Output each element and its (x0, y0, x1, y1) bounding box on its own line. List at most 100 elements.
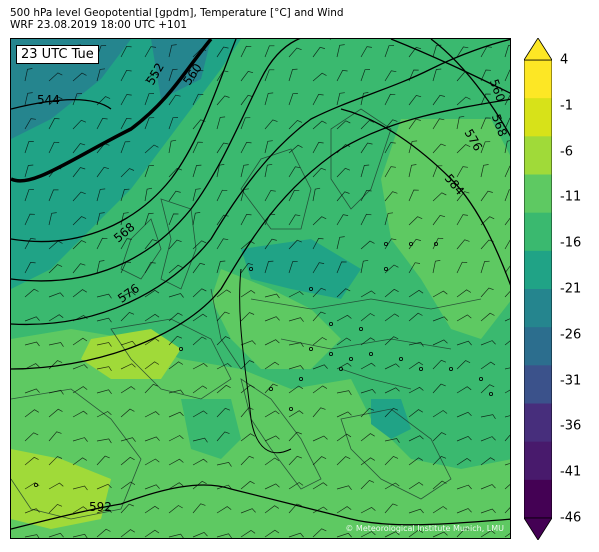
wind-barb (24, 508, 40, 514)
wind-barb (288, 365, 304, 370)
wind-barb (504, 507, 510, 514)
wind-barb (480, 93, 491, 106)
wind-barb (72, 410, 88, 418)
wind-barb (144, 383, 159, 394)
wind-barb (408, 341, 424, 347)
colorbar-segment (524, 136, 552, 175)
wind-barb (144, 144, 159, 154)
wind-barb (336, 191, 350, 202)
wind-barb (384, 438, 400, 443)
wind-barb (360, 313, 375, 322)
wind-barb (360, 69, 371, 82)
wind-barb (264, 435, 280, 442)
wind-barb (144, 458, 160, 466)
wind-barb (168, 458, 184, 466)
wind-barb (288, 260, 298, 274)
wind-barb (96, 188, 106, 202)
wind-barb (312, 311, 326, 322)
wind-barb (408, 508, 424, 514)
wind-barb (264, 69, 275, 82)
wind-barb (312, 435, 328, 442)
wind-barb (312, 337, 327, 346)
wind-barb (192, 410, 208, 418)
wind-barb (168, 117, 179, 130)
wind-barb (288, 410, 304, 418)
wind-barb (480, 508, 496, 514)
wind-barb (48, 314, 64, 322)
wind-barb (504, 140, 510, 154)
wind-barb (480, 287, 494, 298)
wind-barb (72, 263, 86, 274)
wind-barb (168, 389, 184, 395)
wind-barb (96, 483, 112, 490)
wind-barb (408, 216, 423, 226)
colorbar-segment (524, 98, 552, 137)
wind-barb (456, 261, 468, 274)
wind-barb (120, 261, 132, 274)
wind-barb (96, 528, 111, 538)
wind-barb (168, 139, 177, 154)
wind-barb (336, 433, 352, 442)
city-dot (398, 356, 403, 361)
wind-barb (408, 47, 422, 58)
colorbar-tick-label: -41 (560, 464, 582, 480)
wind-barb (144, 361, 160, 370)
city-dot (308, 286, 313, 291)
wind-barb (72, 314, 88, 322)
wind-barb (504, 239, 510, 250)
wind-barb (240, 94, 253, 106)
wind-barb (264, 213, 276, 226)
wind-barb (240, 240, 255, 250)
colorbar-tick-label: -36 (560, 418, 582, 434)
wind-barb (384, 531, 400, 538)
wind-barb (240, 142, 252, 154)
wind-barb (192, 480, 207, 490)
wind-barb (336, 390, 352, 396)
wind-barb (408, 140, 418, 154)
wind-barb (504, 389, 510, 394)
wind-barb (456, 144, 471, 154)
wind-barb (360, 213, 372, 226)
credit-text: © Meteorological Institute Munich, LMU (345, 524, 504, 533)
city-dot (383, 241, 388, 246)
wind-barb (240, 360, 255, 370)
wind-barb (192, 141, 203, 154)
wind-barb (96, 237, 108, 250)
wind-barb (216, 462, 232, 467)
wind-barb (192, 212, 201, 226)
wind-barb (120, 70, 132, 82)
wind-barb (216, 363, 232, 370)
wind-barb (120, 141, 131, 154)
wind-barb (504, 265, 510, 274)
wind-barb (288, 166, 301, 178)
wind-barb (240, 262, 254, 274)
wind-barb (264, 383, 278, 394)
wind-barb (216, 289, 232, 298)
wind-barb (120, 118, 132, 130)
wind-barb (480, 484, 496, 490)
wind-barb (384, 387, 400, 394)
wind-barb (72, 191, 86, 202)
wind-barb (48, 408, 63, 418)
wind-barb (360, 362, 376, 370)
wind-barb (480, 414, 496, 419)
wind-barb (48, 456, 63, 466)
colorbar-tick-label: -16 (560, 235, 582, 251)
wind-barb (216, 311, 230, 322)
wind-barb (120, 529, 135, 538)
wind-barb (288, 532, 304, 538)
wind-barb (312, 94, 324, 106)
wind-barb (72, 386, 88, 394)
wind-barb (264, 361, 280, 370)
wind-barb (480, 46, 492, 58)
colorbar-tick-label: 4 (560, 52, 569, 68)
wind-barb (504, 189, 510, 202)
wind-barb (120, 168, 135, 178)
wind-barb (384, 336, 399, 346)
wind-barb (120, 238, 132, 250)
wind-barb (264, 92, 274, 106)
colorbar-top-arrow (524, 38, 552, 61)
wind-barb (144, 187, 153, 202)
wind-barb (456, 360, 471, 370)
wind-barb (432, 118, 445, 130)
